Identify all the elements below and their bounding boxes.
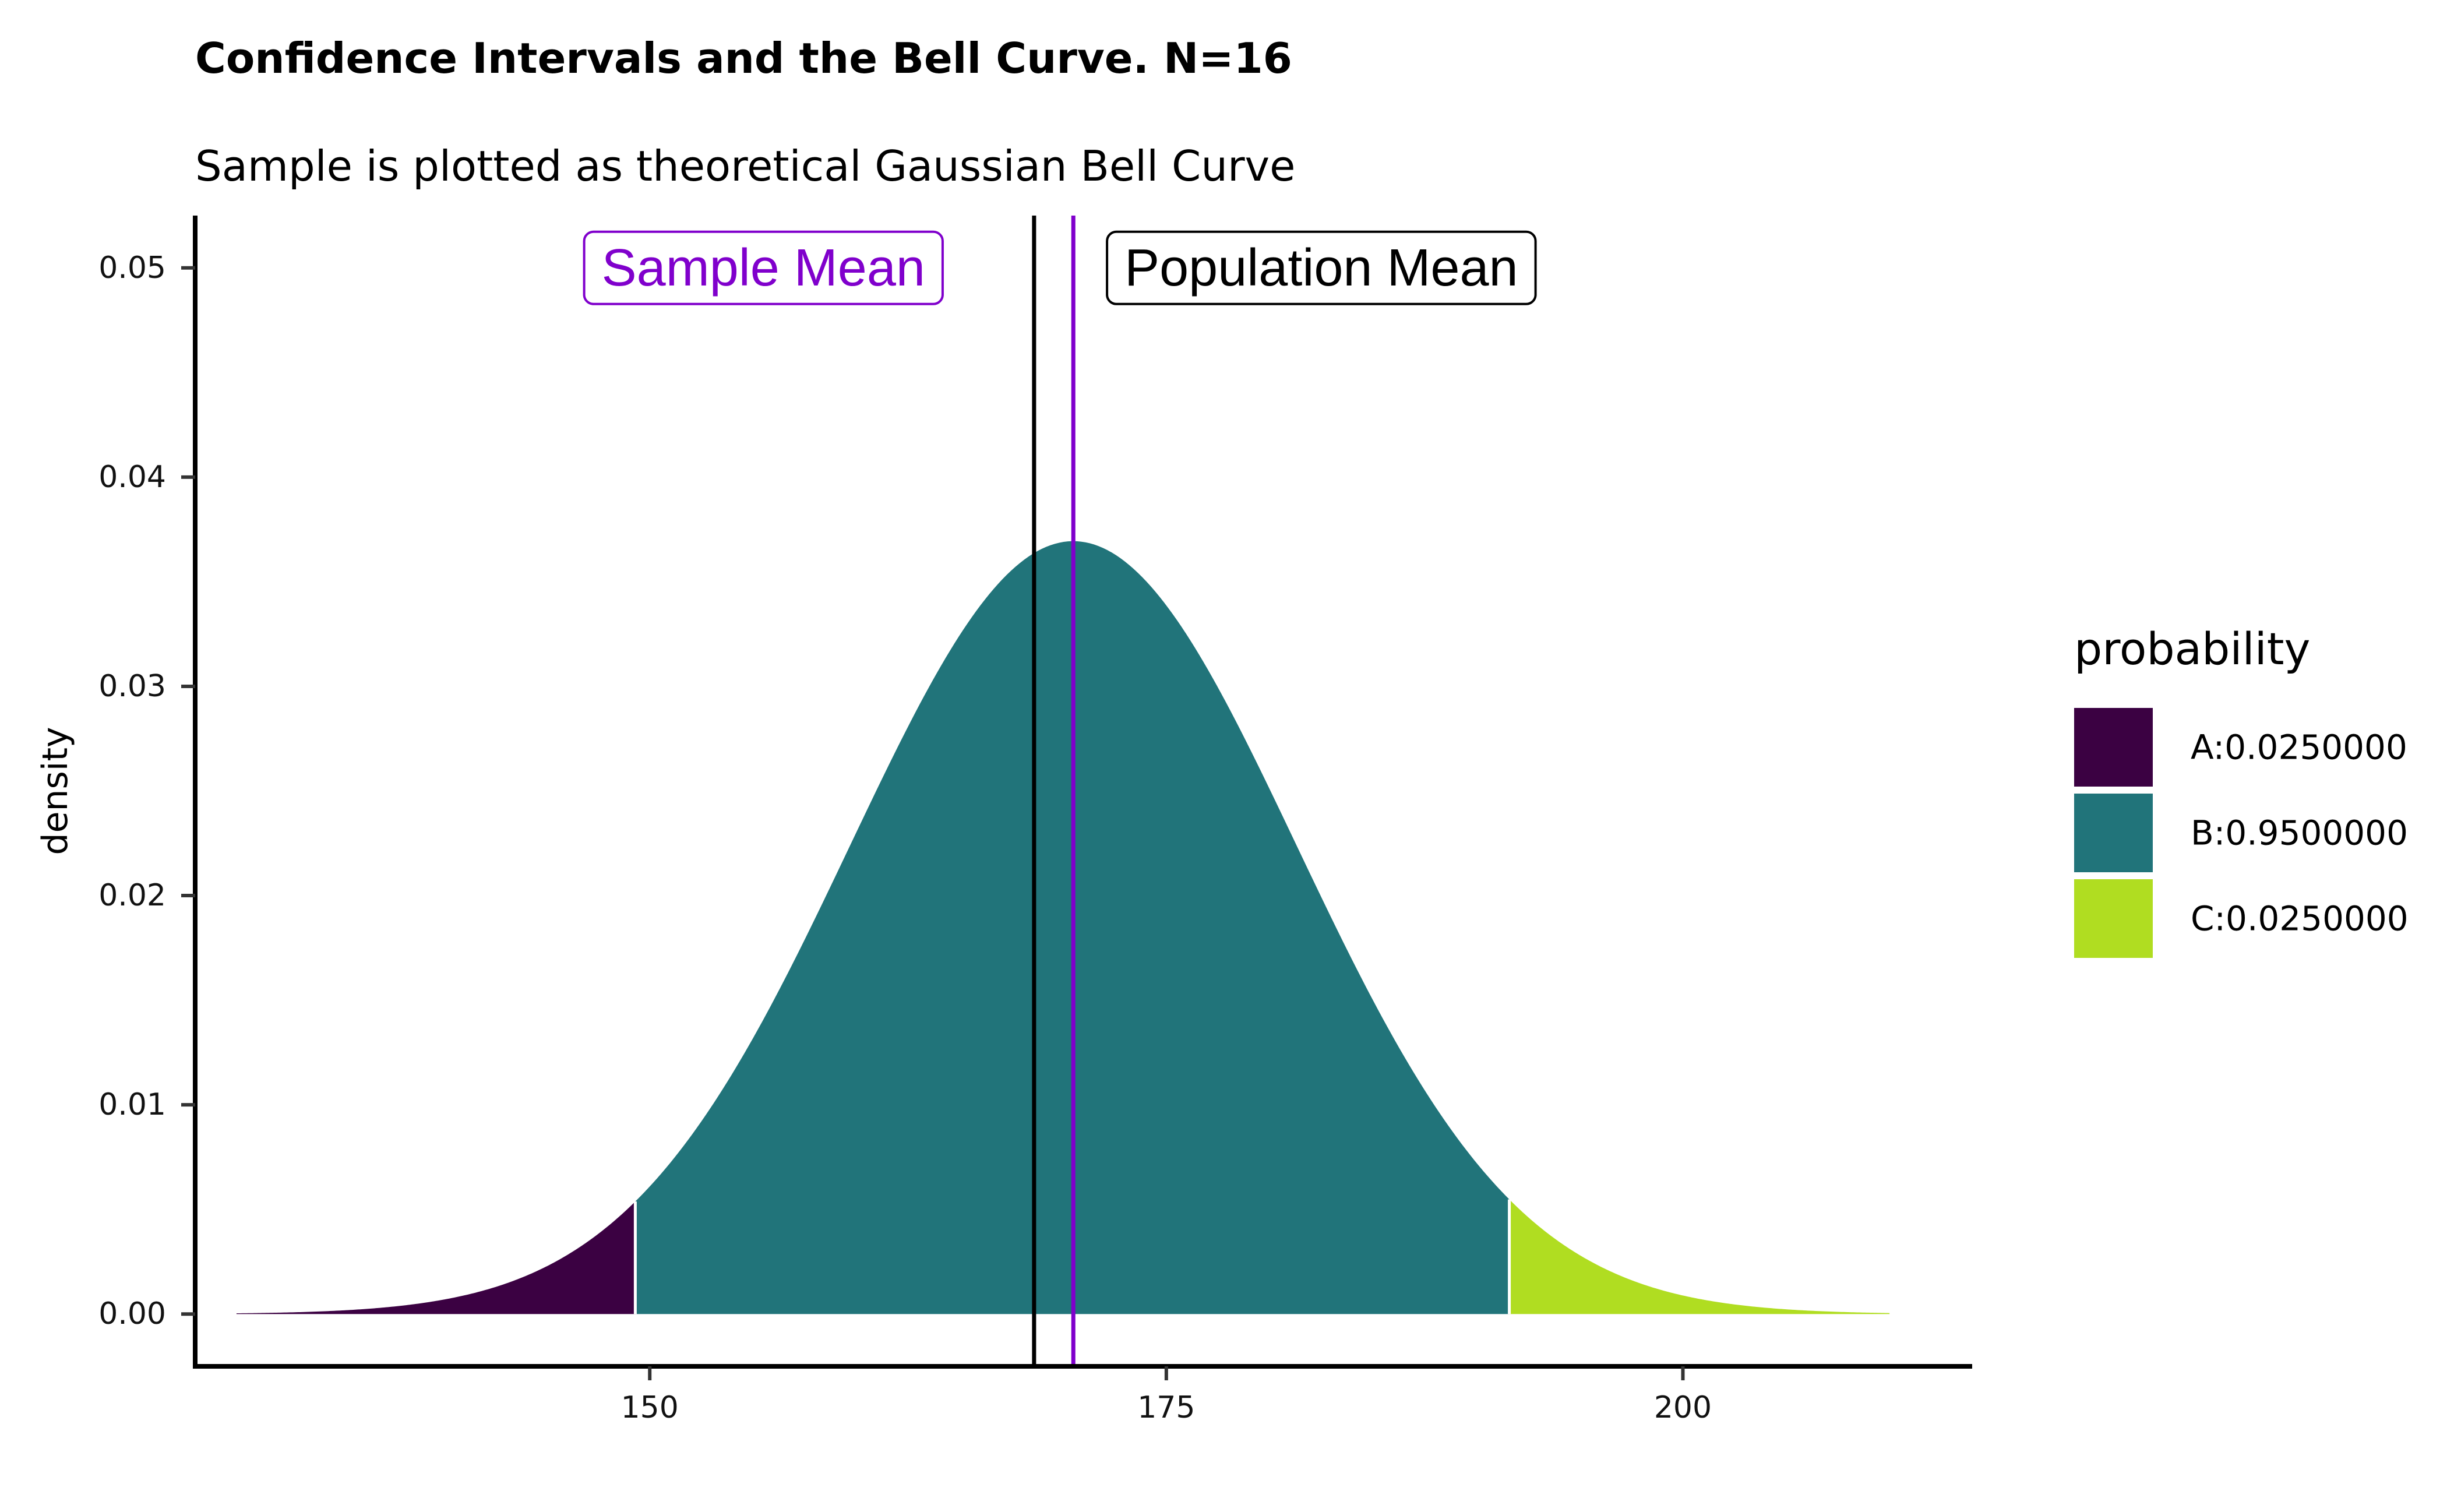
chart-subtitle: Sample is plotted as theoretical Gaussia… bbox=[195, 142, 1295, 191]
legend-label: C:0.0250000 bbox=[2191, 899, 2409, 939]
y-axis-label: density bbox=[35, 727, 76, 855]
legend-item: A:0.0250000 bbox=[2074, 708, 2407, 787]
legend: probability A:0.0250000 B:0.9500000 C:0.02… bbox=[2074, 623, 2409, 958]
population-mean-annotation: Population Mean bbox=[1106, 230, 1537, 305]
annotation-box bbox=[1106, 230, 1537, 305]
density-regions bbox=[236, 541, 1890, 1314]
plot-area: Sample Mean Population Mean bbox=[236, 216, 1890, 1366]
legend-title: probability bbox=[2074, 623, 2311, 675]
y-tick-label: 0.05 bbox=[98, 251, 166, 286]
annotation-text: Population Mean bbox=[1124, 239, 1518, 297]
mean-annotations: Sample Mean Population Mean bbox=[583, 230, 1537, 305]
y-tick-label: 0.04 bbox=[98, 460, 166, 495]
legend-item: C:0.0250000 bbox=[2074, 879, 2409, 958]
y-axis-ticks: 0.00 0.01 0.02 0.03 0.04 0.05 bbox=[98, 251, 195, 1331]
annotation-text: Sample Mean bbox=[602, 239, 925, 297]
legend-item: B:0.9500000 bbox=[2074, 794, 2408, 872]
sample-mean-annotation: Sample Mean bbox=[583, 230, 944, 305]
legend-swatch bbox=[2074, 708, 2153, 787]
axes: 0.00 0.01 0.02 0.03 0.04 0.05 150 175 200 bbox=[98, 216, 1972, 1425]
chart-title: Confidence Intervals and the Bell Curve.… bbox=[195, 34, 1292, 83]
legend-swatch bbox=[2074, 879, 2153, 958]
y-tick-label: 0.02 bbox=[98, 878, 166, 913]
legend-swatch bbox=[2074, 794, 2153, 872]
region-a bbox=[236, 1201, 636, 1314]
legend-items: A:0.0250000 B:0.9500000 C:0.0250000 bbox=[2074, 708, 2409, 958]
x-tick-label: 150 bbox=[621, 1390, 679, 1425]
y-tick-label: 0.03 bbox=[98, 669, 166, 704]
y-tick-label: 0.00 bbox=[98, 1296, 166, 1331]
legend-label: A:0.0250000 bbox=[2191, 728, 2407, 767]
legend-label: B:0.9500000 bbox=[2191, 813, 2408, 853]
x-tick-label: 175 bbox=[1137, 1390, 1195, 1425]
region-c bbox=[1509, 1199, 1890, 1314]
x-tick-label: 200 bbox=[1654, 1390, 1712, 1425]
x-axis-ticks: 150 175 200 bbox=[621, 1366, 1712, 1425]
annotation-box bbox=[583, 230, 944, 305]
mean-lines bbox=[1032, 216, 1076, 1366]
y-tick-label: 0.01 bbox=[98, 1087, 166, 1122]
